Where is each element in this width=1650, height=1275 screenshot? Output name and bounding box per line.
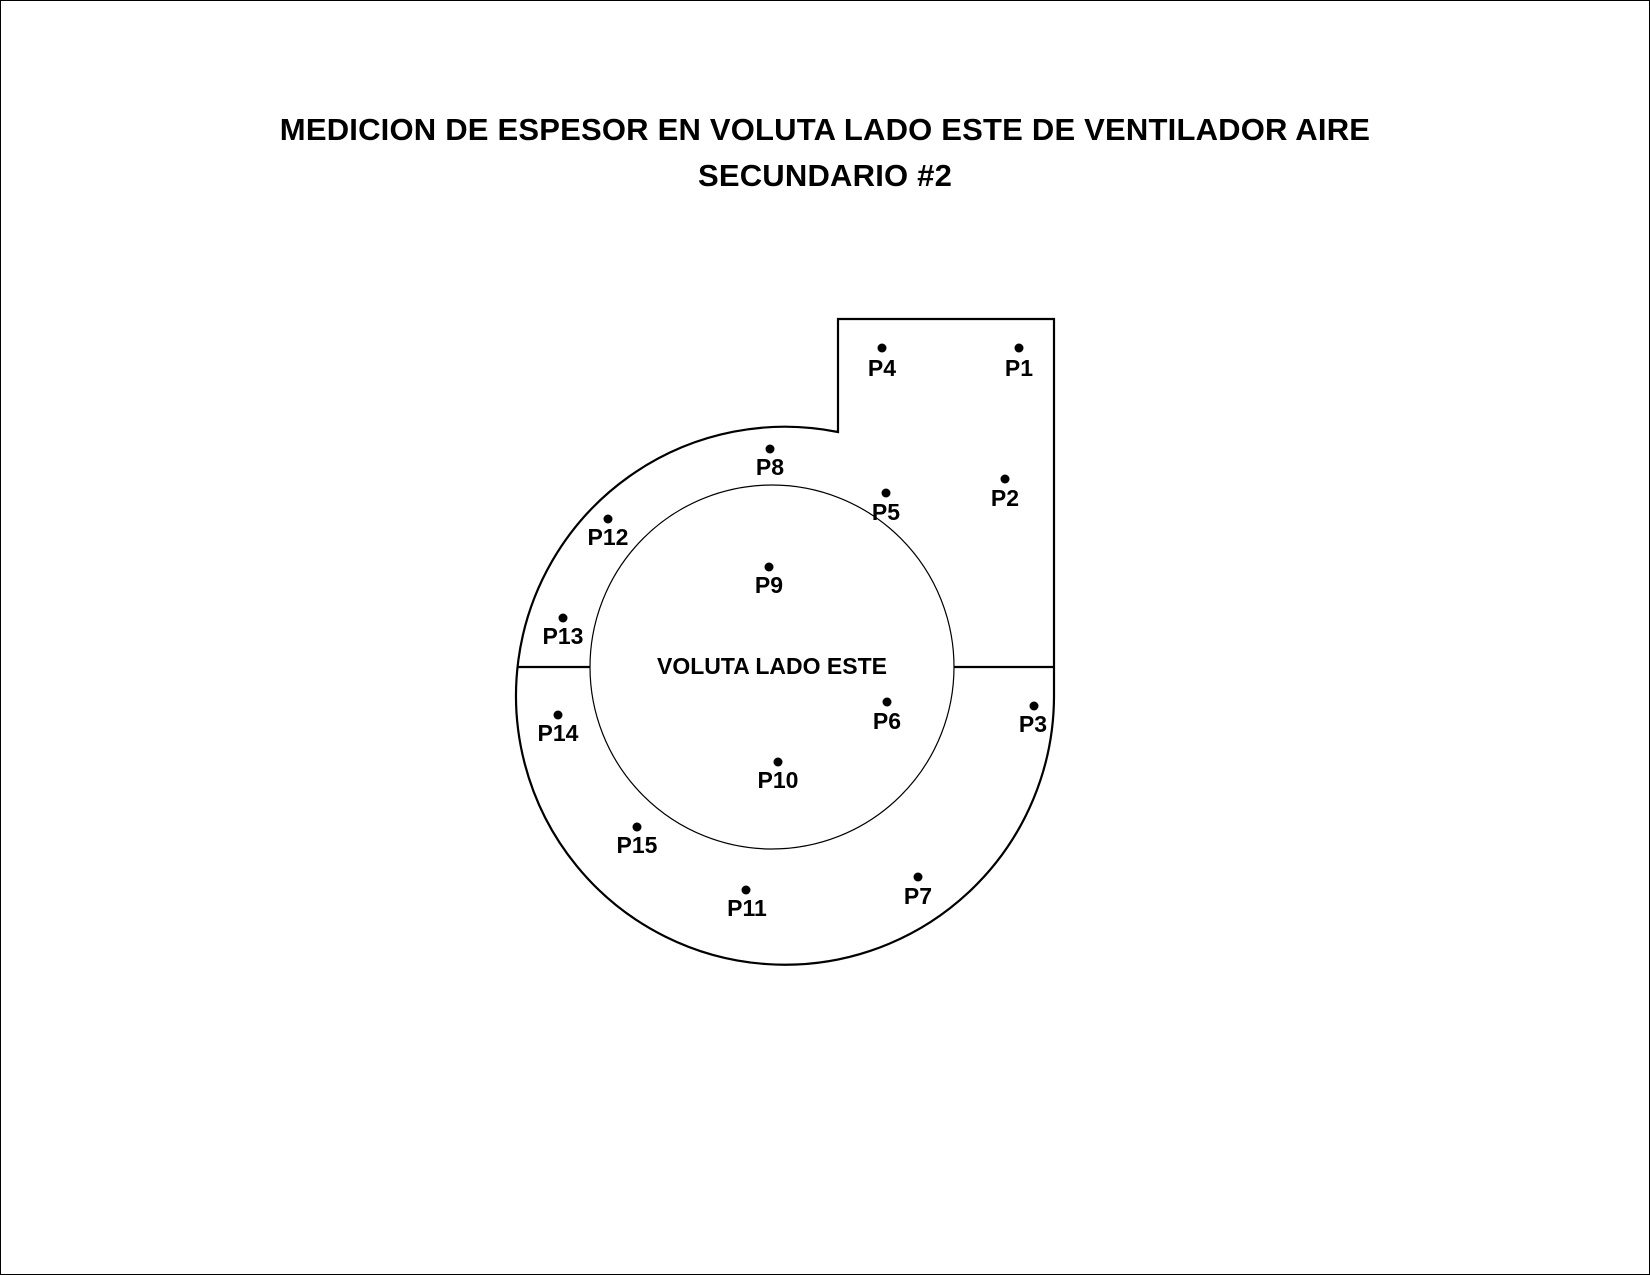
point-label: P13	[543, 623, 584, 649]
point-p15: P15	[617, 822, 658, 858]
point-marker	[632, 822, 642, 832]
point-label: P9	[755, 572, 783, 598]
point-marker	[765, 444, 775, 454]
point-label: P10	[758, 767, 799, 793]
point-p13: P13	[543, 613, 584, 649]
point-marker	[1000, 474, 1010, 484]
point-marker	[741, 885, 751, 895]
point-p3: P3	[1019, 701, 1047, 737]
point-label: P7	[904, 883, 932, 909]
point-label: P1	[1005, 355, 1033, 381]
point-p7: P7	[904, 872, 932, 909]
point-p8: P8	[756, 444, 784, 480]
volute-outer-outline	[514, 317, 1056, 966]
point-label: P4	[868, 355, 896, 381]
point-marker	[1029, 701, 1039, 711]
point-label: P5	[872, 499, 900, 525]
point-marker	[1014, 343, 1024, 353]
point-label: P6	[873, 708, 901, 734]
point-p1: P1	[1005, 343, 1033, 381]
point-label: P2	[991, 485, 1019, 511]
point-p5: P5	[872, 488, 900, 525]
point-p9: P9	[755, 562, 783, 598]
point-p10: P10	[758, 757, 799, 793]
point-label: P14	[538, 720, 579, 746]
point-marker	[913, 872, 923, 882]
point-p6: P6	[873, 697, 901, 734]
point-label: P3	[1019, 711, 1047, 737]
point-marker	[764, 562, 774, 572]
point-marker	[773, 757, 783, 767]
title-line-1: MEDICION DE ESPESOR EN VOLUTA LADO ESTE …	[279, 112, 1371, 147]
point-marker	[882, 697, 892, 707]
point-p12: P12	[588, 514, 629, 550]
volute-center-label: VOLUTA LADO ESTE	[657, 653, 887, 679]
point-marker	[877, 343, 887, 353]
point-label: P15	[617, 832, 658, 858]
point-marker	[881, 488, 891, 498]
point-p2: P2	[991, 474, 1019, 511]
point-marker	[558, 613, 568, 623]
point-marker	[603, 514, 613, 524]
point-p4: P4	[868, 343, 896, 381]
point-marker	[553, 710, 563, 720]
title-line-2: SECUNDARIO #2	[697, 158, 953, 193]
point-p14: P14	[538, 710, 579, 746]
point-label: P12	[588, 524, 629, 550]
point-label: P11	[727, 895, 767, 921]
point-p11: P11	[727, 885, 767, 921]
point-label: P8	[756, 454, 784, 480]
